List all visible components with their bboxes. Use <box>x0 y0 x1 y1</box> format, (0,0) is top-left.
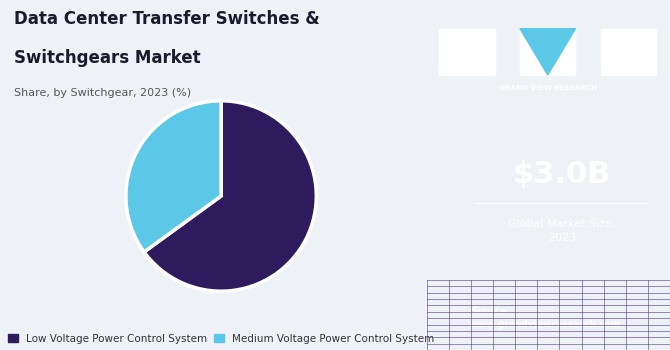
Bar <box>439 29 494 75</box>
Text: Switchgears Market: Switchgears Market <box>13 49 200 67</box>
Polygon shape <box>520 29 576 75</box>
Text: Source:
www.grandviewresearch.com: Source: www.grandviewresearch.com <box>471 308 621 329</box>
Text: GRAND VIEW RESEARCH: GRAND VIEW RESEARCH <box>498 85 597 91</box>
Text: $3.0B: $3.0B <box>513 161 611 189</box>
Wedge shape <box>126 101 221 252</box>
Text: Data Center Transfer Switches &: Data Center Transfer Switches & <box>13 10 320 28</box>
Text: Global Market Size,
2023: Global Market Size, 2023 <box>508 219 616 243</box>
Text: Share, by Switchgear, 2023 (%): Share, by Switchgear, 2023 (%) <box>13 88 191 98</box>
Wedge shape <box>144 101 316 291</box>
Bar <box>520 29 576 75</box>
Bar <box>601 29 657 75</box>
Legend: Low Voltage Power Control System, Medium Voltage Power Control System: Low Voltage Power Control System, Medium… <box>3 330 439 348</box>
